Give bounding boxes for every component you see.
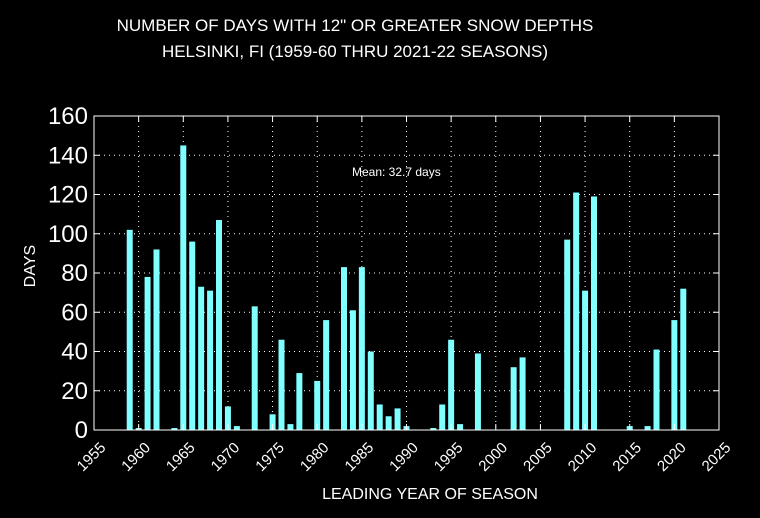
bar-1996 xyxy=(457,424,464,430)
bar-2020 xyxy=(671,320,678,430)
bar-1967 xyxy=(198,286,205,430)
bar-1981 xyxy=(323,320,330,430)
y-tick-label: 140 xyxy=(48,142,88,169)
bar-1965 xyxy=(180,145,187,430)
bar-1968 xyxy=(207,290,214,430)
bar-2011 xyxy=(591,196,597,430)
x-tick-label: 1965 xyxy=(163,439,199,475)
y-tick-label: 0 xyxy=(75,417,88,444)
mean-annotation: Mean: 32.7 days xyxy=(352,165,441,179)
x-tick-label: 1995 xyxy=(431,439,467,475)
bar-1998 xyxy=(474,353,481,430)
bar-1989 xyxy=(394,408,401,430)
x-tick-label: 1970 xyxy=(208,439,244,475)
bar-1988 xyxy=(385,416,392,430)
bar-1983 xyxy=(341,267,347,430)
bar-2010 xyxy=(582,290,589,430)
bar-1985 xyxy=(358,267,365,430)
bar-1977 xyxy=(287,424,294,430)
bar-1993 xyxy=(430,428,437,430)
x-tick-label: 2020 xyxy=(654,439,690,475)
bar-2003 xyxy=(519,357,526,430)
bar-1994 xyxy=(439,404,446,430)
grid xyxy=(94,116,719,430)
y-tick-labels: 0 20 40 60 80 100 120 140 160 xyxy=(48,103,88,444)
y-tick-label: 20 xyxy=(61,378,88,405)
x-tick-label: 1960 xyxy=(118,439,154,475)
bar-1971 xyxy=(233,426,240,430)
bar-1969 xyxy=(216,220,222,430)
x-tick-label: 1975 xyxy=(252,439,288,475)
bar-1995 xyxy=(448,339,455,430)
bar-2021 xyxy=(680,288,687,430)
x-tick-label: 2000 xyxy=(475,439,511,475)
bar-2008 xyxy=(564,239,571,430)
x-tick-label: 2005 xyxy=(520,439,556,475)
bar-1978 xyxy=(296,373,303,430)
x-axis-label: LEADING YEAR OF SEASON xyxy=(322,486,538,503)
x-tick-label: 1985 xyxy=(342,439,378,475)
x-tick-label: 2015 xyxy=(609,439,645,475)
bar-1966 xyxy=(189,241,196,430)
bar-1980 xyxy=(314,380,321,430)
x-tick-label: 2010 xyxy=(565,439,601,475)
bar-2017 xyxy=(644,426,651,430)
y-tick-label: 160 xyxy=(48,103,88,130)
y-tick-label: 120 xyxy=(48,182,88,209)
x-tick-label: 1955 xyxy=(74,439,110,475)
y-tick-label: 80 xyxy=(61,260,88,287)
x-tick-labels: 1955 1960 1965 1970 1975 1980 1985 1990 1995 2000… xyxy=(74,439,735,475)
bar-2009 xyxy=(573,192,580,430)
x-tick-label: 1980 xyxy=(297,439,333,475)
bar-1962 xyxy=(153,249,160,430)
chart-title: NUMBER OF DAYS WITH 12" OR GREATER SNOW … xyxy=(116,16,594,35)
bar-1961 xyxy=(144,276,151,430)
x-tick-label: 1990 xyxy=(386,439,422,475)
bar-1987 xyxy=(376,404,383,430)
x-tick-label: 2025 xyxy=(699,439,735,475)
bar-1976 xyxy=(278,339,285,430)
bar-1964 xyxy=(171,428,178,430)
plot-frame xyxy=(93,115,720,431)
y-tick-label: 100 xyxy=(48,221,88,248)
bar-1984 xyxy=(349,310,356,430)
bar-2002 xyxy=(510,367,517,430)
y-axis-label: DAYS xyxy=(22,245,39,287)
bar-1975 xyxy=(269,414,276,430)
bar-1973 xyxy=(251,306,258,430)
bar-1959 xyxy=(126,229,133,430)
bar-1986 xyxy=(367,351,374,430)
bar-2018 xyxy=(653,349,660,430)
ticks xyxy=(93,115,720,431)
chart-subtitle: HELSINKI, FI (1959-60 THRU 2021-22 SEASO… xyxy=(161,42,549,61)
bars xyxy=(126,145,687,430)
bar-1970 xyxy=(224,406,231,430)
y-tick-label: 60 xyxy=(61,299,88,326)
y-tick-label: 40 xyxy=(61,339,88,366)
